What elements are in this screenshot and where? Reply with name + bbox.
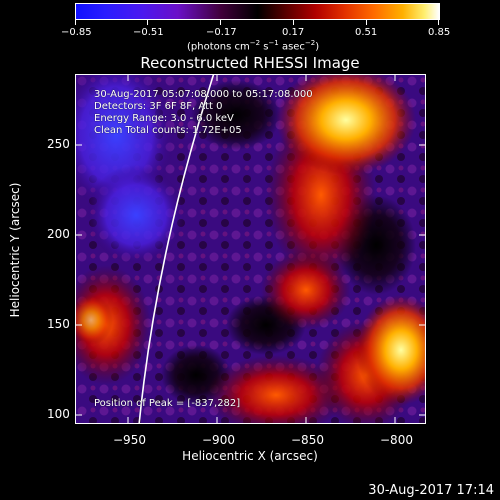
info-total-counts: Clean Total counts: 1.72E+05 (94, 125, 242, 136)
y-tick-label: 100 (47, 407, 70, 421)
rhessi-image: 30-Aug-2017 05:07:08.000 to 05:17:08.000… (75, 74, 426, 424)
colorbar-tick (75, 20, 76, 25)
info-time-range: 30-Aug-2017 05:07:08.000 to 05:17:08.000 (94, 89, 313, 100)
colorbar-label: 0.17 (282, 27, 305, 38)
colorbar-tick (147, 20, 148, 25)
colorbar-tick (438, 20, 439, 25)
y-axis-label: Heliocentric Y (arcsec) (8, 182, 22, 318)
intensity-map (76, 75, 425, 423)
colorbar-label: −0.51 (133, 27, 164, 38)
y-tick-label: 250 (47, 137, 70, 151)
x-axis-label: Heliocentric X (arcsec) (182, 449, 318, 463)
x-tick-label: −950 (113, 433, 146, 447)
colorbar-unit: (photons cm−2 s−1 asec−2) (187, 39, 320, 53)
colorbar-tick (220, 20, 221, 25)
info-energy-range: Energy Range: 3.0 - 6.0 keV (94, 113, 234, 124)
colorbar-label: −0.17 (206, 27, 237, 38)
plot-title: Reconstructed RHESSI Image (140, 54, 360, 72)
colorbar-tick (366, 20, 367, 25)
info-detectors: Detectors: 3F 6F 8F, Att 0 (94, 101, 223, 112)
x-tick-label: −850 (291, 433, 324, 447)
colorbar-label: 0.51 (355, 27, 378, 38)
x-tick-label: −900 (202, 433, 235, 447)
peak-position: Position of Peak = [-837,282] (94, 398, 241, 409)
colorbar-ticks (75, 20, 440, 26)
colorbar-label: −0.85 (61, 27, 92, 38)
x-tick-label: −800 (380, 433, 413, 447)
colorbar (75, 3, 440, 20)
colorbar-tick (293, 20, 294, 25)
plot-timestamp: 30-Aug-2017 17:14 (368, 483, 494, 498)
solar-limb (138, 75, 215, 423)
y-tick-label: 150 (47, 317, 70, 331)
y-tick-label: 200 (47, 227, 70, 241)
colorbar-label: 0.85 (428, 27, 451, 38)
